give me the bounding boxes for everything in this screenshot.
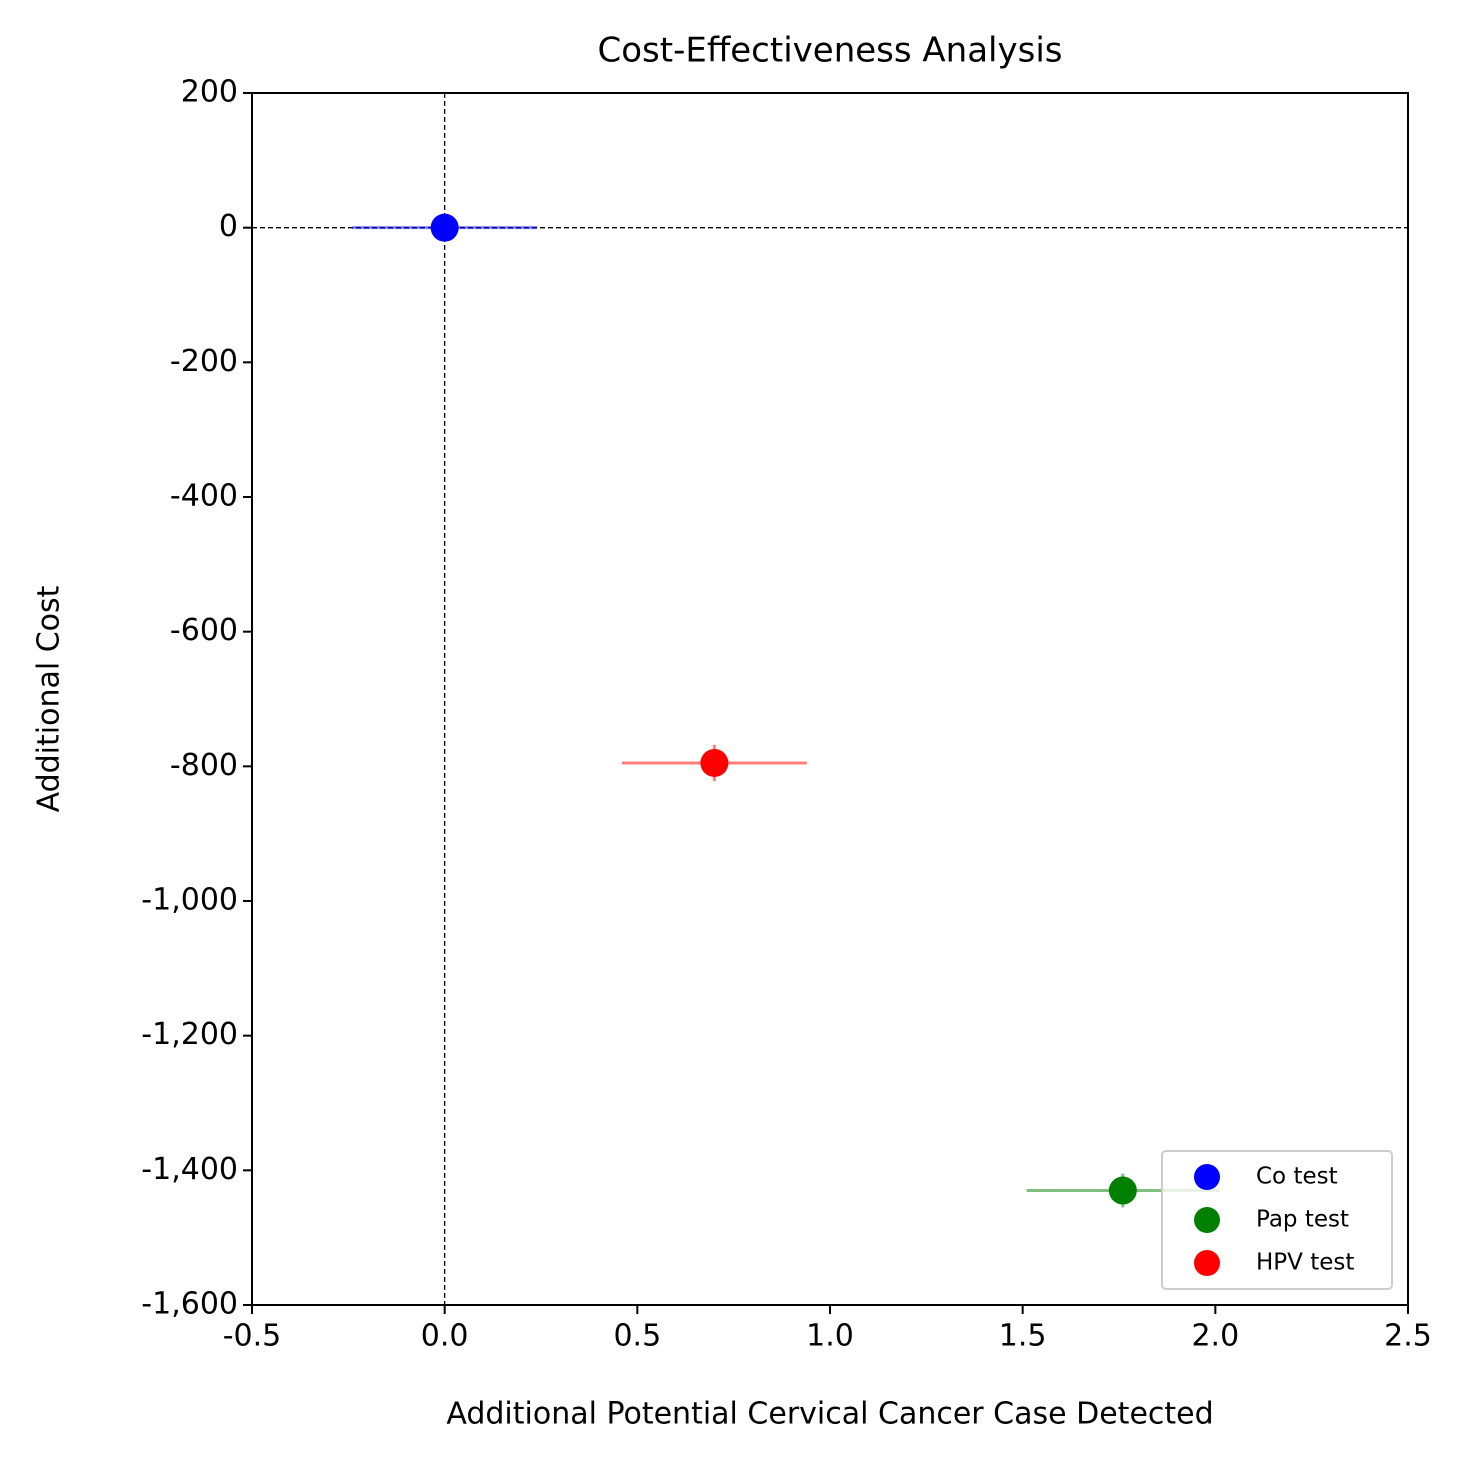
x-axis-label: Additional Potential Cervical Cancer Cas… xyxy=(446,1397,1213,1432)
y-tick-label: -600 xyxy=(170,613,238,648)
y-tick-label: -200 xyxy=(170,344,238,379)
y-axis-label: Additional Cost xyxy=(32,585,67,812)
x-tick-label: 1.5 xyxy=(999,1319,1047,1354)
y-tick-label: -1,000 xyxy=(141,883,238,918)
x-tick-label: 2.5 xyxy=(1384,1319,1432,1354)
point xyxy=(700,748,729,777)
legend-label: Pap test xyxy=(1256,1207,1349,1233)
y-tick-label: -1,600 xyxy=(141,1287,238,1322)
legend-marker xyxy=(1194,1250,1220,1276)
legend-marker xyxy=(1194,1207,1220,1233)
x-tick-label: 0.0 xyxy=(421,1319,469,1354)
y-tick-label: 200 xyxy=(181,75,238,110)
legend-marker xyxy=(1194,1164,1220,1190)
x-tick-label: 1.0 xyxy=(806,1319,854,1354)
plot-frame xyxy=(251,92,1409,1306)
y-tick-label: -800 xyxy=(170,748,238,783)
legend-label: HPV test xyxy=(1256,1250,1354,1276)
x-tick-label: 2.0 xyxy=(1191,1319,1239,1354)
point xyxy=(1108,1176,1137,1205)
legend-box xyxy=(1161,1150,1393,1290)
x-tick-label: -0.5 xyxy=(223,1319,282,1354)
y-tick-label: -1,400 xyxy=(141,1152,238,1187)
y-tick-label: -1,200 xyxy=(141,1017,238,1052)
legend-label: Co test xyxy=(1256,1164,1338,1190)
y-tick-label: 0 xyxy=(219,209,238,244)
x-tick-label: 0.5 xyxy=(613,1319,661,1354)
point xyxy=(430,213,459,242)
chart-title: Cost-Effectiveness Analysis xyxy=(598,31,1063,71)
y-tick-label: -400 xyxy=(170,479,238,514)
